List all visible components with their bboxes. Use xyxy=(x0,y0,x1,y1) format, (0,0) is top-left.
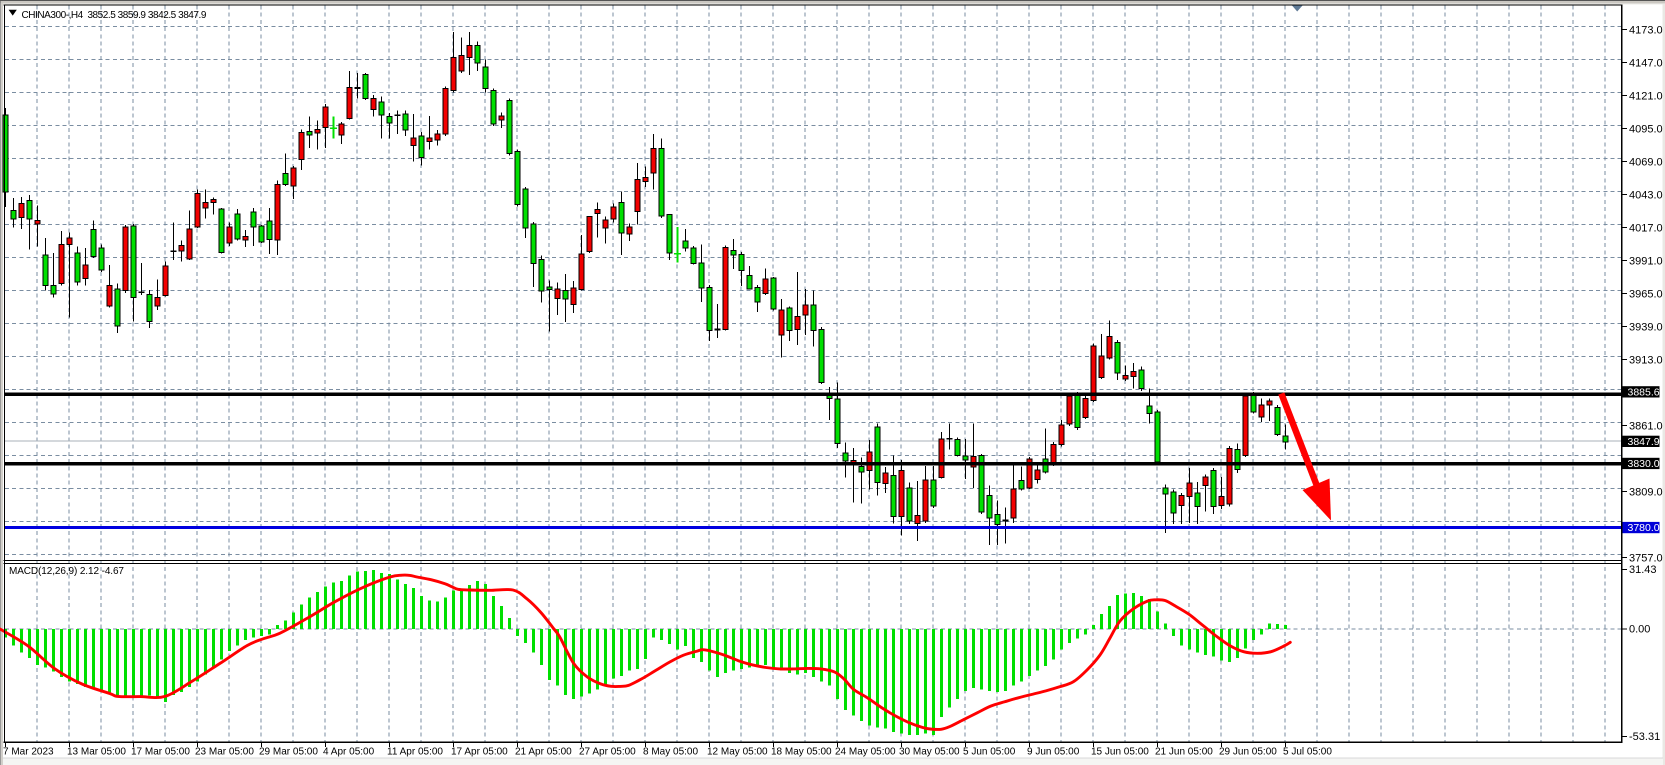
svg-text:-53.31: -53.31 xyxy=(1629,731,1660,743)
svg-text:31.43: 31.43 xyxy=(1629,564,1657,576)
svg-text:3847.9: 3847.9 xyxy=(1628,436,1660,448)
svg-text:3913.0: 3913.0 xyxy=(1629,354,1663,366)
svg-text:3939.0: 3939.0 xyxy=(1629,321,1663,333)
svg-text:4121.0: 4121.0 xyxy=(1629,90,1663,102)
svg-text:23 Mar 05:00: 23 Mar 05:00 xyxy=(195,747,254,758)
svg-text:3830.0: 3830.0 xyxy=(1628,458,1660,470)
svg-text:4043.0: 4043.0 xyxy=(1629,189,1663,201)
svg-text:5 Jul 05:00: 5 Jul 05:00 xyxy=(1283,747,1332,758)
svg-text:3757.0: 3757.0 xyxy=(1629,552,1663,564)
svg-text:18 May 05:00: 18 May 05:00 xyxy=(771,747,832,758)
svg-text:21 Apr 05:00: 21 Apr 05:00 xyxy=(515,747,572,758)
svg-text:21 Jun 05:00: 21 Jun 05:00 xyxy=(1155,747,1213,758)
svg-text:3861.0: 3861.0 xyxy=(1629,420,1663,432)
svg-text:4173.0: 4173.0 xyxy=(1629,24,1663,36)
svg-text:8 May 05:00: 8 May 05:00 xyxy=(643,747,698,758)
svg-text:29 Mar 05:00: 29 Mar 05:00 xyxy=(259,747,318,758)
svg-text:4095.0: 4095.0 xyxy=(1629,123,1663,135)
svg-text:30 May 05:00: 30 May 05:00 xyxy=(899,747,960,758)
svg-text:3965.0: 3965.0 xyxy=(1629,288,1663,300)
svg-text:12 May 05:00: 12 May 05:00 xyxy=(707,747,768,758)
svg-text:CHINA300-,H4 3852.5 3859.9 38: CHINA300-,H4 3852.5 3859.9 3842.5 3847.9 xyxy=(22,10,207,21)
svg-text:4147.0: 4147.0 xyxy=(1629,57,1663,69)
svg-text:17 Mar 05:00: 17 Mar 05:00 xyxy=(131,747,190,758)
svg-text:4069.0: 4069.0 xyxy=(1629,156,1663,168)
svg-text:5 Jun 05:00: 5 Jun 05:00 xyxy=(963,747,1016,758)
svg-text:15 Jun 05:00: 15 Jun 05:00 xyxy=(1091,747,1149,758)
svg-text:3780.0: 3780.0 xyxy=(1628,522,1660,534)
svg-text:4 Apr 05:00: 4 Apr 05:00 xyxy=(323,747,375,758)
svg-text:3991.0: 3991.0 xyxy=(1629,255,1663,267)
svg-text:4017.0: 4017.0 xyxy=(1629,222,1663,234)
svg-text:29 Jun 05:00: 29 Jun 05:00 xyxy=(1219,747,1277,758)
svg-text:11 Apr 05:00: 11 Apr 05:00 xyxy=(387,747,443,758)
svg-text:27 Apr 05:00: 27 Apr 05:00 xyxy=(579,747,636,758)
svg-text:9 Jun 05:00: 9 Jun 05:00 xyxy=(1027,747,1080,758)
svg-text:MACD(12,26,9) 2.12 -4.67: MACD(12,26,9) 2.12 -4.67 xyxy=(9,566,124,577)
svg-text:13 Mar 05:00: 13 Mar 05:00 xyxy=(67,747,126,758)
svg-text:24 May 05:00: 24 May 05:00 xyxy=(835,747,896,758)
svg-text:0.00: 0.00 xyxy=(1629,624,1650,636)
svg-text:3885.6: 3885.6 xyxy=(1628,387,1660,399)
svg-text:7 Mar 2023: 7 Mar 2023 xyxy=(3,747,54,758)
svg-text:17 Apr 05:00: 17 Apr 05:00 xyxy=(451,747,508,758)
svg-text:3809.0: 3809.0 xyxy=(1629,486,1663,498)
